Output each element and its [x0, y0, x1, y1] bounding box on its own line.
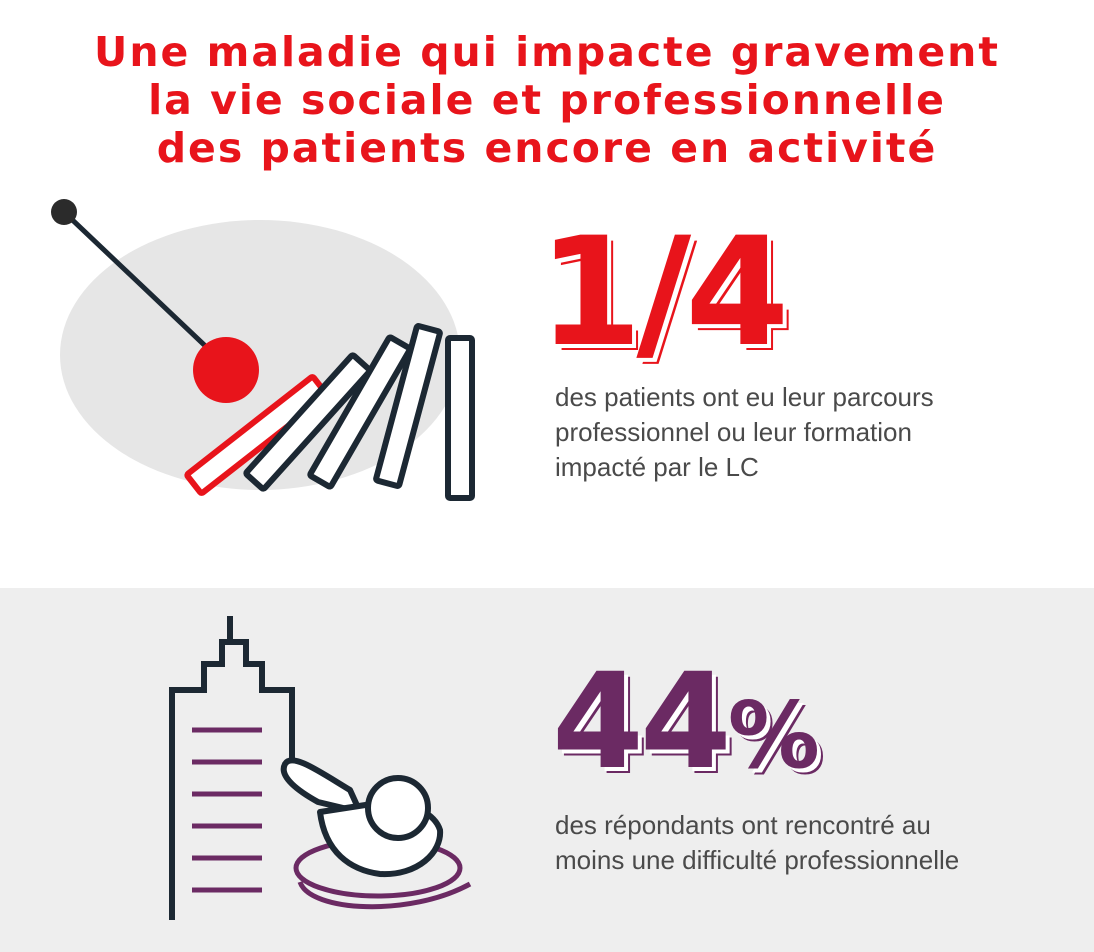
stat-44-percent: 44% — [552, 656, 820, 802]
building-windows — [192, 727, 262, 893]
title-line-1: Une maladie qui impacte gravement — [94, 28, 1000, 76]
pendulum-pivot — [51, 199, 77, 225]
person-arm — [280, 757, 363, 815]
bottom-panel — [0, 588, 1094, 952]
description-line: des répondants ont rencontré au — [555, 810, 931, 840]
pendulum-ball — [193, 337, 259, 403]
title-line-3: des patients encore en activité — [156, 124, 938, 172]
description-line: professionnel ou leur formation — [555, 417, 912, 447]
domino-5 — [445, 335, 475, 501]
domino-1 — [184, 374, 330, 496]
stat-percent-sign: % — [727, 682, 820, 789]
person-head — [365, 775, 431, 841]
person-sinking-by-building-icon — [169, 616, 472, 920]
stat-one-quarter: 1/4 — [538, 206, 790, 380]
domino-2 — [243, 352, 373, 492]
building-outline — [169, 616, 295, 920]
domino-4 — [373, 323, 443, 489]
stat-number: 44 — [552, 645, 732, 799]
stat-one-quarter-description: des patients ont eu leur parcours profes… — [555, 380, 934, 485]
domino-pendulum-icon — [51, 199, 475, 501]
page-title: Une maladie qui impacte gravement la vie… — [0, 28, 1094, 172]
description-line: des patients ont eu leur parcours — [555, 382, 934, 412]
description-line: moins une difficulté professionnelle — [555, 845, 960, 875]
pendulum-string — [61, 209, 221, 361]
description-line: impacté par le LC — [555, 452, 759, 482]
title-line-2: la vie sociale et professionnelle — [148, 76, 946, 124]
stat-44-percent-description: des répondants ont rencontré au moins un… — [555, 808, 959, 878]
domino-3 — [307, 334, 413, 490]
